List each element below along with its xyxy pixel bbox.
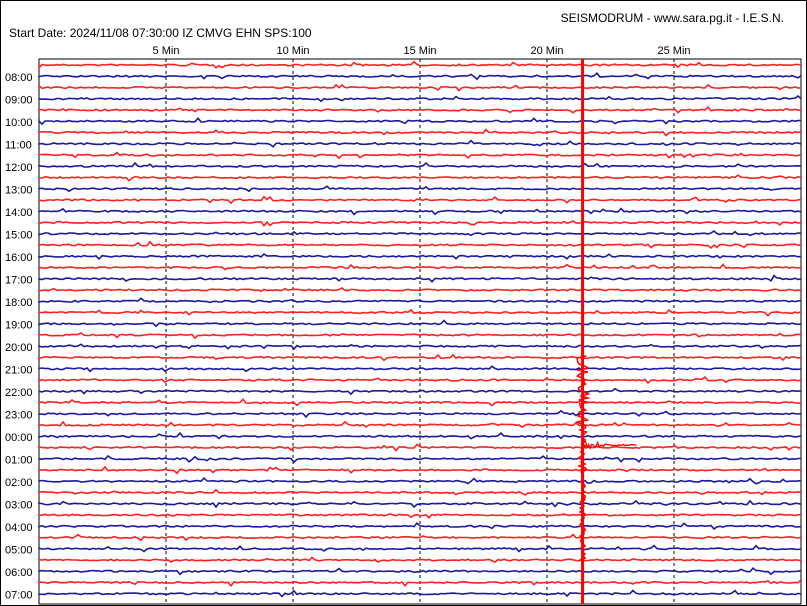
trace-line [38,375,802,385]
row-label: 09:00 [5,94,33,106]
trace-line [38,454,801,464]
trace-line [38,128,802,137]
row-label: 15:00 [5,229,33,241]
source-label: SEISMODRUM - www.sara.pg.it - I.E.S.N. [560,11,784,25]
trace-line [38,409,802,419]
trace-line [38,252,802,261]
trace-line [38,476,802,485]
x-tick-label: 20 Min [530,45,563,57]
trace-line [38,83,802,92]
trace-line [38,319,802,328]
trace-line [38,521,802,530]
row-label: 23:00 [5,409,33,421]
row-label: 20:00 [5,342,33,354]
row-label: 13:00 [5,184,33,196]
row-label: 11:00 [5,139,32,151]
row-label: 04:00 [5,522,33,534]
trace-line [38,139,802,148]
trace-line [38,556,802,564]
trace-line [38,443,802,452]
trace-line [38,220,802,227]
trace-line [38,589,802,598]
trace-line [38,488,802,496]
trace-line [38,544,802,553]
trace-line [38,297,802,304]
event-waveform [574,355,591,561]
row-label: 03:00 [5,499,33,511]
trace-line [38,365,802,373]
row-label: 01:00 [5,454,33,466]
trace-line [38,151,802,160]
event-layer [574,59,637,604]
event-coda [581,439,637,451]
label-layer: 5 Min 10 Min 15 Min 20 Min 25 Min 08:00 09:00 1… [5,45,691,601]
row-label: 22:00 [5,387,33,399]
trace-line [38,331,802,340]
row-label: 19:00 [5,319,33,331]
trace-line [38,465,802,475]
trace-layer [38,60,802,598]
trace-line [38,353,802,362]
x-tick-label: 10 Min [276,45,309,57]
trace-line [38,566,802,576]
row-label: 21:00 [5,364,33,376]
x-tick-label: 5 Min [153,45,180,57]
row-label: 06:00 [5,567,33,579]
trace-line [38,274,802,283]
row-label: 18:00 [5,297,33,309]
trace-line [38,263,802,271]
trace-line [38,72,802,81]
trace-line [38,195,802,205]
trace-line [38,240,802,250]
trace-line [38,387,802,396]
trace-line [38,431,802,440]
trace-line [38,174,802,182]
trace-line [38,512,802,519]
trace-line [38,499,802,509]
row-label: 14:00 [5,207,33,219]
trace-line [38,308,802,317]
grid-layer [38,58,802,605]
start-info-label: Start Date: 2024/11/08 07:30:00 IZ CMVG … [9,26,312,40]
trace-line [38,579,802,588]
row-label: 17:00 [5,274,33,286]
row-label: 08:00 [5,72,33,84]
trace-line [38,343,802,351]
row-label: 05:00 [5,544,33,556]
row-label: 07:00 [5,589,33,601]
trace-line [38,207,802,216]
trace-line [38,60,802,70]
trace-line [38,229,802,237]
trace-line [38,185,802,193]
trace-line [38,94,802,103]
row-label: 02:00 [5,477,33,489]
trace-line [38,287,802,293]
row-label: 16:00 [5,252,33,264]
trace-line [38,161,802,169]
row-label: 12:00 [5,162,33,174]
row-label: 00:00 [5,432,33,444]
trace-line [38,105,802,114]
trace-line [38,533,802,542]
x-tick-label: 15 Min [403,45,436,57]
trace-line [38,398,802,407]
row-label: 10:00 [5,117,33,129]
trace-line [38,420,802,429]
trace-line [38,116,802,126]
x-tick-label: 25 Min [657,45,690,57]
